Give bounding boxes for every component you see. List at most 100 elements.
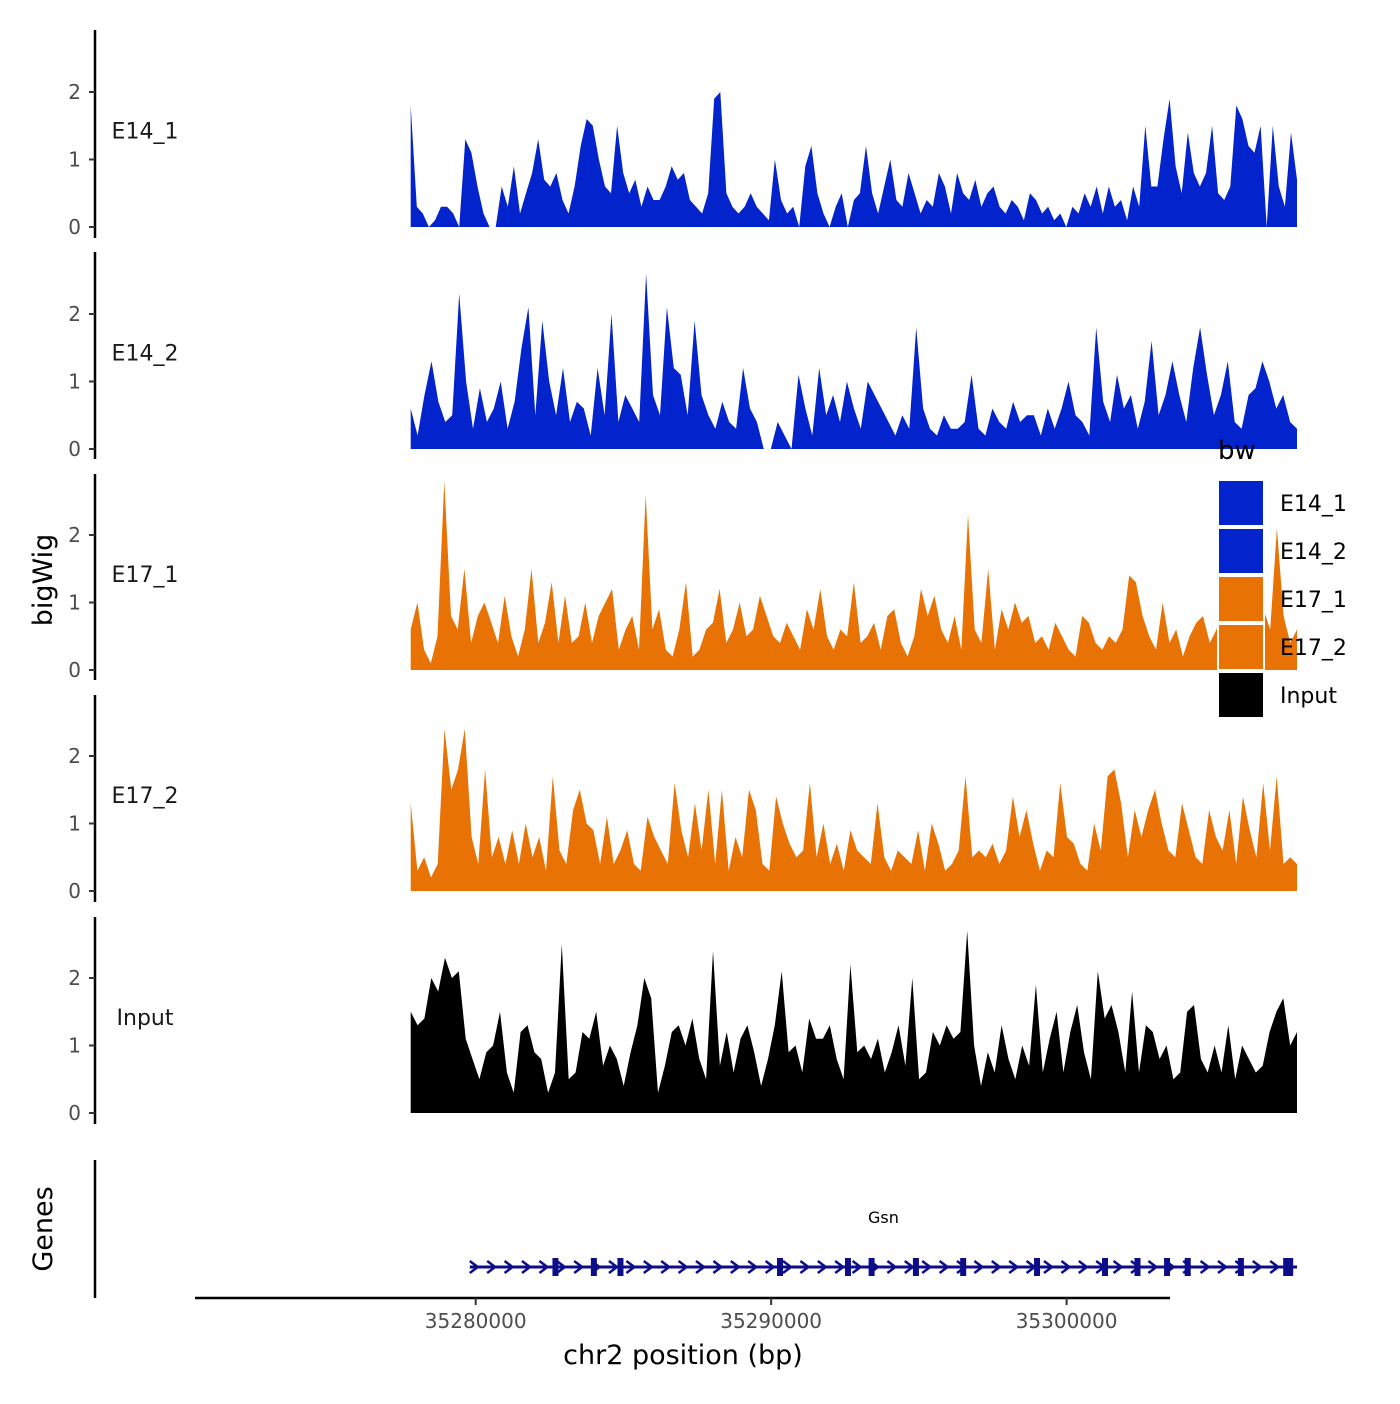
strand-arrow — [712, 1260, 724, 1274]
strand-arrow — [521, 1260, 533, 1274]
strand-arrow — [851, 1260, 863, 1274]
y-tick-label: 1 — [68, 591, 81, 615]
strand-arrow — [677, 1260, 689, 1274]
track-E14_2: 0 1 2 E14_2 — [68, 252, 1297, 461]
gene-name-label: Gsn — [868, 1208, 899, 1227]
x-tick-label: 35300000 — [1016, 1309, 1118, 1333]
strand-arrow — [556, 1260, 567, 1274]
y-tick-label: 1 — [68, 148, 81, 172]
y-axis-title: bigWig — [28, 534, 59, 627]
strand-arrow — [1252, 1260, 1263, 1274]
strand-arrow — [799, 1260, 811, 1274]
signal-area-Input — [410, 930, 1297, 1113]
y-tick-label: 1 — [68, 1034, 81, 1058]
track-E17_2: 0 1 2 E17_2 — [68, 695, 1297, 903]
y-tick-label: 1 — [68, 812, 81, 836]
strand-arrow — [503, 1260, 515, 1274]
legend-label: E14_1 — [1280, 492, 1347, 517]
signal-area-E17_1 — [410, 481, 1297, 670]
legend-item-E14_2: E14_2 — [1217, 527, 1347, 575]
y-tick-label: 0 — [68, 1101, 81, 1125]
y-tick-label: 0 — [68, 215, 81, 239]
exon — [960, 1258, 967, 1276]
strand-arrow — [991, 1260, 1002, 1274]
genes-axis-title: Genes — [28, 1186, 59, 1271]
x-tick-label: 35290000 — [720, 1309, 822, 1333]
legend: E14_1 E14_2 E17_1 E17_2 Input — [1217, 479, 1347, 719]
exon — [868, 1258, 875, 1276]
legend-item-E17_1: E17_1 — [1217, 575, 1347, 623]
x-axis-title: chr2 position (bp) — [563, 1340, 803, 1371]
legend-swatch — [1217, 623, 1265, 671]
exon — [1184, 1258, 1191, 1276]
strand-arrow — [1008, 1260, 1020, 1274]
strand-arrow — [921, 1260, 933, 1274]
y-tick-label: 2 — [68, 302, 81, 326]
exon — [1283, 1258, 1294, 1276]
strand-arrow — [747, 1260, 759, 1274]
legend-swatch — [1217, 527, 1265, 575]
exon — [1164, 1258, 1171, 1276]
strand-arrow — [1078, 1260, 1089, 1274]
y-tick-label: 2 — [68, 966, 81, 990]
strand-arrow — [817, 1260, 828, 1274]
strand-arrow — [538, 1260, 550, 1274]
legend-swatch — [1217, 479, 1265, 527]
strand-arrow — [660, 1260, 672, 1274]
tracks-layer: 0 1 2 E14_1 0 1 2 E14_2 0 1 2 E17_1 0 1 2 E17_2 0 1 2 Input — [68, 30, 1297, 1125]
track-label-E17_2: E17_2 — [112, 784, 179, 809]
strand-arrow — [1147, 1260, 1159, 1274]
y-tick-label: 0 — [68, 658, 81, 682]
strand-arrow — [1269, 1260, 1281, 1274]
strand-arrow — [486, 1260, 498, 1274]
y-tick-label: 1 — [68, 370, 81, 394]
strand-arrow — [730, 1260, 741, 1274]
exon — [1134, 1258, 1141, 1276]
exon — [1237, 1258, 1244, 1276]
strand-arrow — [469, 1260, 480, 1274]
track-E14_1: 0 1 2 E14_1 — [68, 30, 1297, 239]
strand-arrow — [904, 1260, 915, 1274]
track-label-Input: Input — [117, 1006, 174, 1031]
strand-arrow — [782, 1260, 794, 1274]
signal-area-E14_2 — [410, 273, 1297, 449]
legend-item-E14_1: E14_1 — [1217, 479, 1347, 527]
legend-label: E17_2 — [1280, 636, 1347, 661]
exon — [912, 1258, 919, 1276]
signal-area-E17_2 — [410, 729, 1297, 891]
legend-item-Input: Input — [1217, 671, 1337, 719]
exon — [552, 1258, 559, 1276]
genes-layer: Gsn — [93, 1160, 1298, 1298]
exon — [617, 1258, 624, 1276]
strand-arrow — [1112, 1260, 1124, 1274]
exon — [844, 1258, 851, 1276]
strand-arrow — [643, 1260, 654, 1274]
exon — [1102, 1258, 1108, 1276]
strand-arrow — [1199, 1260, 1211, 1274]
strand-arrow — [973, 1260, 985, 1274]
strand-arrow — [764, 1260, 776, 1274]
y-tick-label: 2 — [68, 80, 81, 104]
strand-arrow — [608, 1260, 620, 1274]
track-label-E14_2: E14_2 — [112, 342, 179, 367]
exon — [590, 1258, 597, 1276]
strand-arrow — [695, 1260, 707, 1274]
legend-swatch — [1217, 575, 1265, 623]
y-tick-label: 2 — [68, 523, 81, 547]
strand-arrow — [834, 1260, 846, 1274]
strand-arrow — [625, 1260, 637, 1274]
strand-arrow — [573, 1260, 585, 1274]
legend-swatch — [1217, 671, 1265, 719]
y-tick-label: 0 — [68, 437, 81, 461]
strand-arrow — [1217, 1260, 1229, 1274]
legend-label: E14_2 — [1280, 540, 1347, 565]
exon — [777, 1258, 783, 1276]
track-label-E17_1: E17_1 — [112, 563, 179, 588]
legend-title: bw — [1218, 436, 1256, 466]
track-label-E14_1: E14_1 — [112, 120, 179, 145]
exon — [1034, 1258, 1041, 1276]
legend-label: E17_1 — [1280, 588, 1347, 613]
strand-arrow — [1060, 1260, 1072, 1274]
x-tick-label: 35280000 — [425, 1309, 527, 1333]
